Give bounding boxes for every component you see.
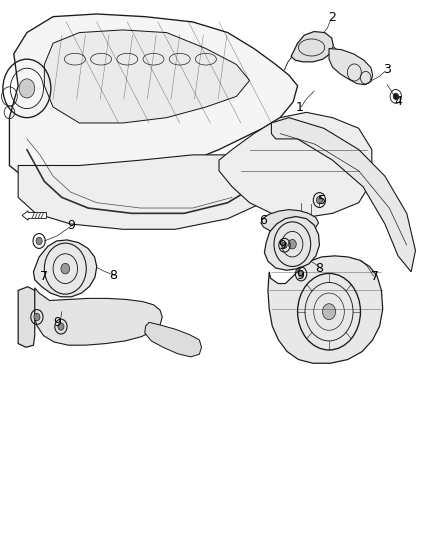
Circle shape: [316, 196, 322, 204]
Circle shape: [58, 323, 64, 330]
Circle shape: [19, 79, 35, 98]
Text: 6: 6: [259, 214, 267, 227]
Circle shape: [34, 313, 40, 321]
Circle shape: [36, 237, 42, 245]
Polygon shape: [265, 216, 319, 270]
Text: 9: 9: [279, 239, 286, 252]
Polygon shape: [268, 256, 383, 364]
Polygon shape: [33, 240, 97, 297]
Polygon shape: [33, 288, 162, 345]
Text: 8: 8: [110, 269, 117, 282]
Polygon shape: [219, 112, 372, 219]
Polygon shape: [44, 30, 250, 123]
Polygon shape: [272, 118, 416, 272]
Circle shape: [288, 239, 296, 249]
Polygon shape: [18, 155, 285, 229]
Text: 7: 7: [371, 270, 379, 282]
FancyArrow shape: [22, 211, 46, 220]
Polygon shape: [261, 209, 318, 233]
Circle shape: [298, 271, 304, 277]
Text: 4: 4: [394, 95, 402, 108]
Polygon shape: [145, 322, 201, 357]
Text: 1: 1: [296, 101, 304, 114]
Circle shape: [61, 263, 70, 274]
Text: 5: 5: [318, 193, 325, 207]
Text: 3: 3: [383, 63, 391, 76]
Circle shape: [322, 304, 336, 320]
Text: 7: 7: [40, 270, 48, 282]
Polygon shape: [10, 14, 297, 181]
Text: 8: 8: [315, 262, 323, 275]
Text: 9: 9: [296, 269, 304, 282]
Polygon shape: [18, 287, 35, 348]
Circle shape: [393, 93, 399, 100]
Text: 9: 9: [67, 219, 75, 232]
Polygon shape: [291, 31, 333, 62]
Circle shape: [282, 242, 287, 248]
Polygon shape: [329, 49, 373, 85]
Text: 2: 2: [328, 11, 336, 24]
Text: 9: 9: [53, 317, 61, 329]
